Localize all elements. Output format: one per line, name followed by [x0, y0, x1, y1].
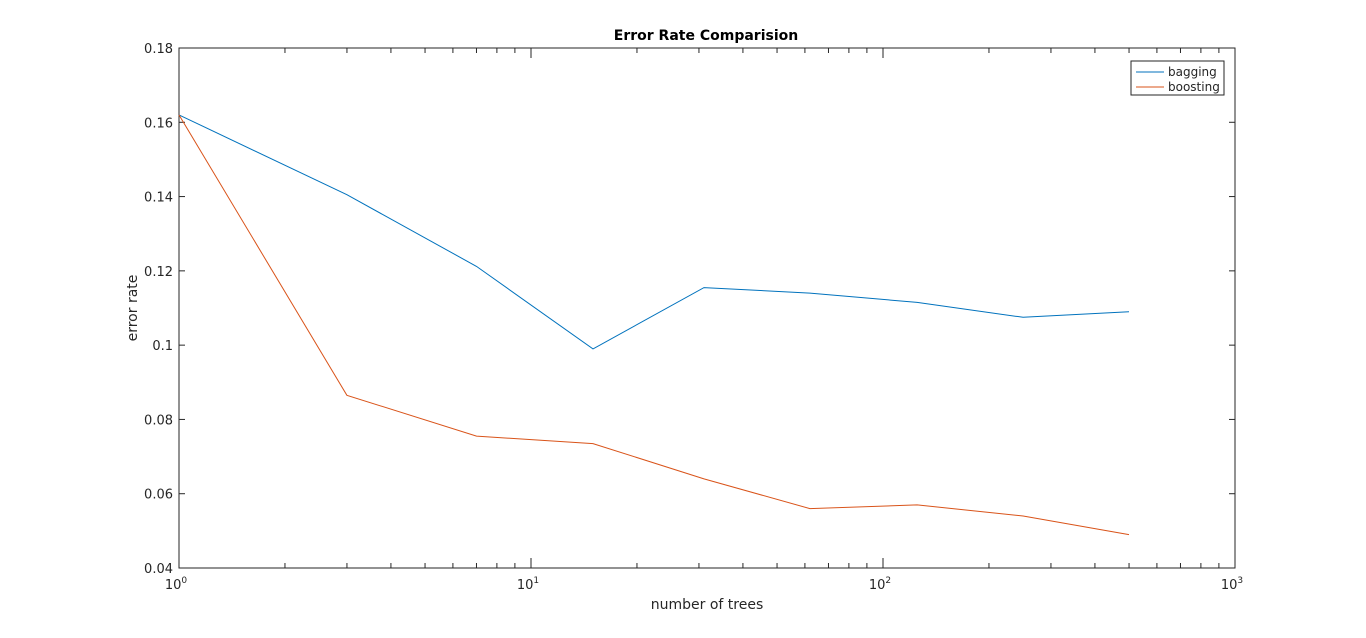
x-tick-base: 10	[1221, 578, 1238, 593]
chart-title: Error Rate Comparision	[614, 28, 798, 44]
series-line-bagging	[178, 114, 1130, 350]
x-tick-label: 101	[517, 576, 539, 593]
x-tick-label: 102	[869, 576, 891, 593]
y-tick-label: 0.1	[152, 339, 173, 354]
legend-label-bagging: bagging	[1168, 65, 1217, 79]
x-tick-exponent: 2	[885, 576, 891, 586]
x-axis-label: number of trees	[651, 597, 764, 613]
x-tick-exponent: 3	[1237, 576, 1243, 586]
y-tick-label: 0.06	[144, 488, 173, 503]
x-tick-label: 103	[1221, 576, 1243, 593]
x-tick-base: 10	[165, 578, 182, 593]
series-line-boosting	[178, 114, 1130, 536]
y-axis-label: error rate	[125, 275, 141, 342]
legend-box	[1130, 60, 1225, 96]
y-tick-label: 0.18	[144, 42, 173, 57]
y-tick-label: 0.14	[144, 191, 173, 206]
y-tick-label: 0.16	[144, 116, 173, 131]
series-lines	[178, 114, 1130, 536]
x-tick-base: 10	[517, 578, 534, 593]
y-tick-label: 0.12	[144, 265, 173, 280]
y-tick-label: 0.08	[144, 413, 173, 428]
x-tick-label: 100	[165, 576, 188, 593]
x-tick-base: 10	[869, 578, 886, 593]
y-tick-label: 0.04	[144, 562, 173, 577]
x-tick-exponent: 1	[533, 576, 539, 586]
axes-box	[178, 47, 1236, 569]
x-tick-exponent: 0	[181, 576, 187, 586]
legend-label-boosting: boosting	[1168, 80, 1220, 94]
